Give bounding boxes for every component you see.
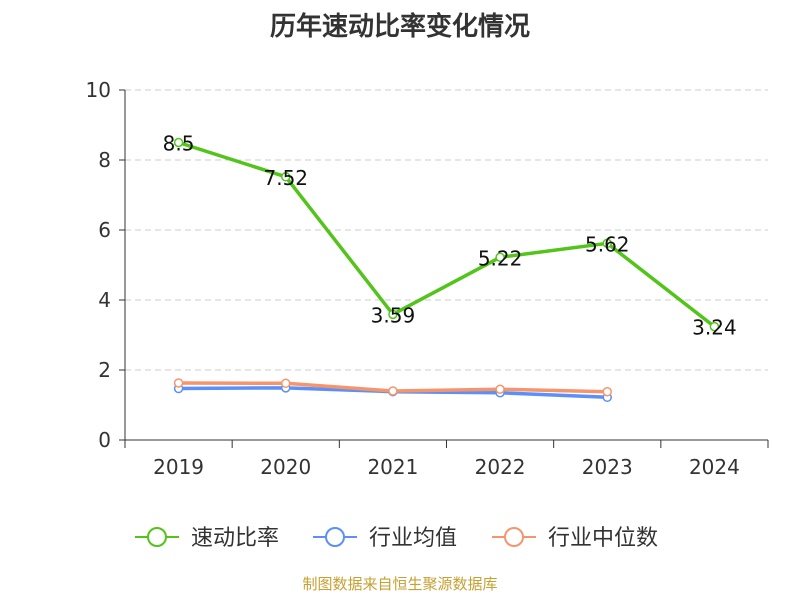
x-tick-label: 2019 [153, 455, 204, 479]
gridlines [125, 89, 768, 371]
data-point [602, 386, 612, 397]
data-point [709, 321, 720, 332]
y-tick-label: 4 [98, 288, 111, 312]
data-label: 5.62 [585, 232, 630, 256]
legend-label: 行业均值 [369, 526, 457, 551]
legend-marker [504, 527, 524, 547]
y-tick-label: 10 [86, 78, 111, 102]
data-label: 5.22 [478, 246, 523, 270]
data-label: 3.59 [371, 303, 416, 327]
legend: 速动比率 行业均值 行业中位数 [135, 526, 658, 551]
series-layer [173, 137, 720, 403]
y-tick-label: 0 [98, 428, 111, 452]
axes: 0 2 4 6 8 10 2019 2020 2021 2022 2023 2024 [86, 78, 769, 479]
series-line-0 [178, 140, 716, 328]
y-tick-label: 6 [98, 218, 111, 242]
x-tick-label: 2024 [689, 455, 740, 479]
y-tick-label: 2 [98, 358, 111, 382]
legend-marker [325, 527, 345, 547]
x-tick-label: 2021 [367, 455, 418, 479]
legend-item: 行业中位数 [492, 526, 658, 551]
data-point [388, 309, 398, 320]
x-tick-label: 2020 [260, 455, 311, 479]
data-label: 8.5 [163, 132, 195, 156]
legend-label: 行业中位数 [548, 526, 658, 551]
legend-label: 速动比率 [191, 526, 279, 551]
data-point [495, 252, 505, 263]
data-source-note: 制图数据来自恒生聚源数据库 [302, 575, 498, 593]
legend-item: 速动比率 [135, 526, 279, 551]
x-tick-label: 2022 [475, 455, 526, 479]
y-tick-label: 8 [98, 148, 111, 172]
legend-item: 行业均值 [313, 526, 457, 551]
data-label: 3.24 [692, 316, 737, 340]
data-point [281, 172, 291, 182]
data-labels: 8.5 7.52 3.59 5.22 5.62 3.24 [163, 132, 737, 340]
legend-marker [147, 527, 167, 547]
data-point [173, 378, 184, 388]
x-tick-label: 2023 [582, 455, 633, 479]
data-label: 7.52 [263, 166, 308, 190]
data-point [495, 384, 505, 394]
data-point [602, 238, 612, 249]
data-point [173, 137, 184, 148]
data-point [281, 378, 291, 389]
chart-title: 历年速动比率变化情况 [269, 12, 530, 42]
data-point [388, 386, 398, 396]
